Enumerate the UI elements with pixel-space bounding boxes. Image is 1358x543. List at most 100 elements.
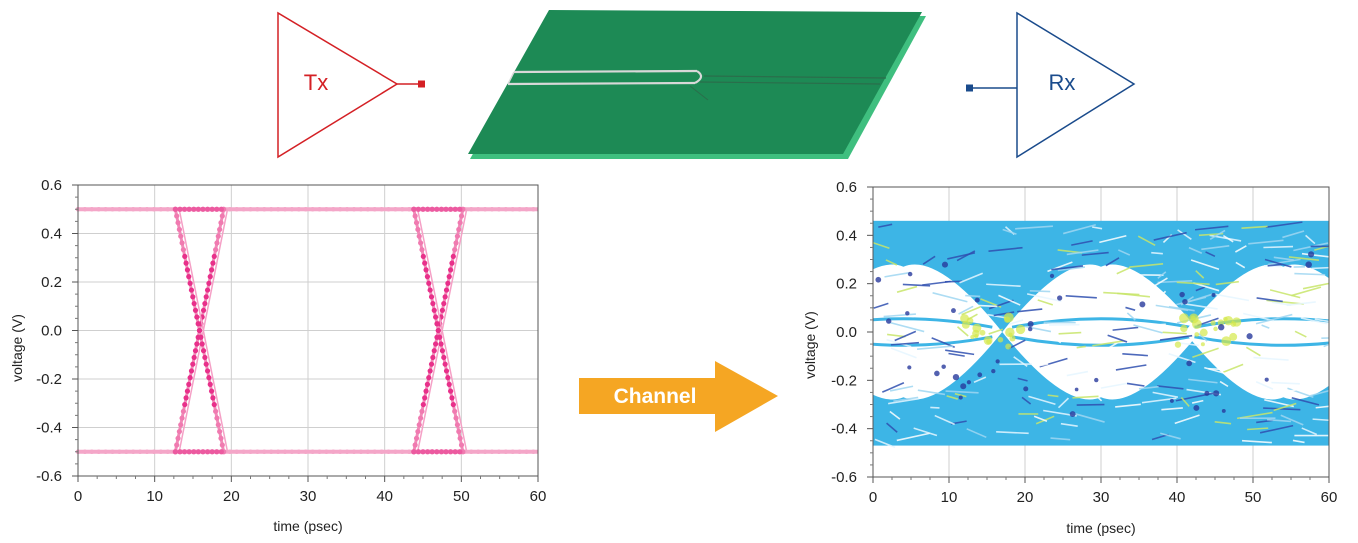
rx-trace-streak: [894, 330, 917, 342]
rx-trace-streak: [1015, 225, 1054, 230]
tx-transition-point: [424, 274, 431, 280]
tx-level-point: [282, 449, 288, 455]
tx-level-point: [379, 206, 384, 212]
tx-level-point: [503, 206, 509, 212]
rx-axis-ticks: 0 10 20 30 40 50 60 -0.6 -0.4 -0.2 0.0 0.2 0.4 0.6: [831, 179, 1337, 506]
rx-trace-streak: [966, 428, 987, 439]
tx-level-point: [234, 206, 239, 212]
tx-transition-point: [439, 307, 446, 313]
tx-transition-point: [442, 294, 448, 300]
rx-trace-streak: [886, 422, 898, 433]
rx-trace-streak: [1235, 245, 1247, 253]
tx-level-point: [282, 206, 288, 212]
rx-trace-streak: [996, 431, 1029, 435]
tx-level-dense-point: [186, 449, 192, 455]
rx-density-point: [1169, 398, 1174, 403]
rx-density-point: [966, 380, 971, 385]
rx-density-point: [1204, 390, 1210, 396]
tx-transition-point: [413, 435, 420, 441]
rx-trace-streak: [1180, 397, 1190, 407]
tx-transition-point: [437, 334, 443, 340]
tx-transition-point: [204, 368, 211, 374]
x-tick-label: 30: [1093, 489, 1110, 506]
tx-level-dense-point: [214, 206, 220, 212]
rx-trace-streak: [1302, 282, 1329, 290]
tx-transition-point: [430, 300, 436, 307]
tx-level-point: [496, 206, 502, 212]
rx-trace-streak: [1204, 366, 1239, 378]
rx-trace-streak: [1174, 414, 1200, 425]
rx-trace-streak: [1115, 403, 1141, 408]
tx-transition-point: [428, 294, 435, 300]
tx-level-dense-point: [218, 449, 224, 455]
tx-transition-point: [412, 213, 418, 219]
rx-trace-streak: [1205, 251, 1216, 258]
rx-density-point: [977, 372, 983, 378]
tx-level-point: [510, 449, 515, 455]
rx-trace-streak: [1122, 353, 1148, 357]
tx-transition-point: [208, 267, 215, 273]
tx-transition-point: [428, 361, 435, 367]
tx-transition-point: [218, 435, 224, 441]
rx-trace-streak: [1267, 263, 1282, 267]
x-tick-label: 60: [530, 488, 547, 505]
rx-trace-streak: [1253, 356, 1289, 361]
rx-trace-streak: [1305, 234, 1316, 245]
y-tick-label: 0.6: [41, 177, 62, 194]
rx-trace-streak: [948, 352, 965, 357]
rx-density-point: [1023, 386, 1029, 392]
x-tick-label: 20: [1017, 489, 1034, 506]
rx-trace-streak: [1241, 225, 1268, 229]
rx-crossing-point: [1015, 324, 1026, 335]
rx-trace-streak: [1311, 266, 1329, 270]
tx-level-point: [317, 449, 322, 455]
rx-y-axis-label: voltage (V): [802, 311, 818, 379]
rx-trace-streak: [956, 250, 976, 262]
tx-level-point: [262, 449, 267, 455]
tx-transition-point: [182, 253, 188, 260]
rx-trace-streak: [1243, 312, 1274, 322]
tx-transition-point: [188, 368, 195, 374]
tx-transition-point: [187, 375, 193, 381]
tx-transition-point: [190, 294, 196, 300]
tx-level-dense-point: [200, 206, 206, 212]
tx-transition-point: [219, 213, 225, 219]
tx-transition-point: [419, 408, 425, 414]
tx-transition-point: [207, 274, 213, 280]
rx-trace-streak: [1248, 239, 1284, 245]
rx-eye-traces: [586, 220, 1329, 449]
tx-transition-point: [420, 253, 426, 260]
rx-trace-streak: [1259, 424, 1294, 434]
tx-transition-point: [178, 422, 184, 428]
tx-transition-point: [214, 415, 220, 421]
rx-density-point: [1057, 295, 1063, 301]
tx-level-point: [268, 206, 274, 212]
tx-level-point: [124, 206, 129, 212]
rx-trace-streak: [1138, 385, 1159, 390]
tx-level-point: [151, 449, 157, 455]
rx-trace-streak: [1058, 331, 1082, 335]
rx-trace-streak: [877, 309, 914, 318]
rx-density-point: [951, 308, 956, 314]
tx-level-dense-point: [429, 206, 435, 212]
rx-trace-streak: [1315, 405, 1329, 409]
rx-inner-trace: [586, 319, 764, 327]
tx-level-dense-point: [452, 449, 458, 455]
tx-x-axis-label: time (psec): [273, 518, 342, 534]
rx-trace-streak: [916, 345, 954, 350]
tx-level-point: [82, 449, 88, 455]
rx-trace-streak: [1192, 347, 1219, 359]
rx-trace-streak: [1154, 277, 1168, 287]
tx-level-point: [275, 449, 281, 455]
tx-level-dense-point: [415, 206, 421, 212]
rx-trace-streak: [885, 259, 898, 266]
rx-trace-streak: [998, 294, 1021, 306]
tx-level-dense-point: [434, 449, 440, 455]
tx-level-point: [144, 206, 150, 212]
rx-trace-streak: [878, 223, 893, 228]
tx-transition-point: [217, 226, 223, 233]
rx-trace-streak: [946, 395, 959, 400]
rx-trace-streak: [888, 397, 919, 405]
rx-trace-streak: [944, 280, 963, 283]
x-tick-label: 0: [869, 489, 877, 506]
